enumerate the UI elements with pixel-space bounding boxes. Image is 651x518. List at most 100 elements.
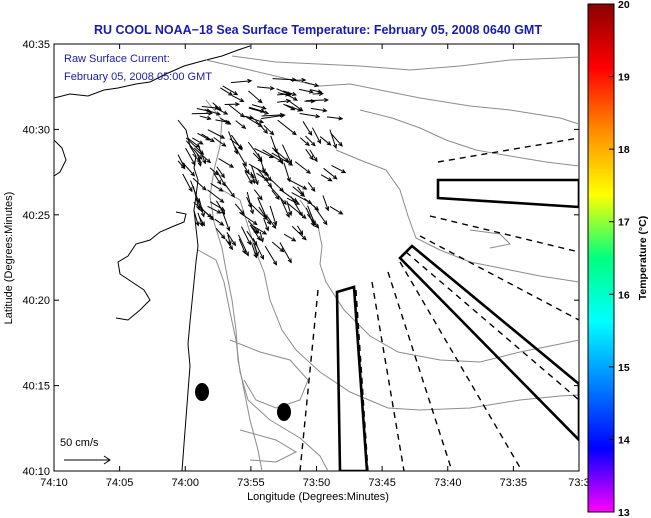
current-vector	[230, 134, 243, 151]
current-vector	[223, 183, 235, 198]
current-vector	[329, 129, 338, 150]
current-vector	[237, 234, 249, 257]
current-vector	[222, 85, 239, 96]
current-vector	[279, 242, 292, 264]
current-vector	[193, 210, 200, 227]
current-vector	[216, 166, 225, 179]
current-vector	[234, 146, 247, 167]
current-vector	[280, 198, 290, 219]
current-vector	[307, 182, 316, 192]
current-vector	[259, 231, 264, 243]
current-vector	[264, 246, 278, 266]
current-vector	[250, 226, 261, 241]
annotation-line2: February 05, 2008 05:00 GMT	[64, 71, 212, 83]
colorbar-label: Temperature (°C)	[637, 216, 649, 301]
y-tick-label: 40:25	[22, 210, 50, 222]
current-vector	[277, 119, 297, 136]
current-vector	[198, 198, 206, 218]
colorbar-tick-label: 19	[618, 72, 630, 84]
current-vector	[310, 107, 328, 113]
current-vector	[323, 167, 338, 180]
current-vector	[291, 225, 307, 241]
current-vector	[299, 113, 321, 119]
current-vector	[224, 102, 241, 107]
current-vector	[215, 200, 226, 216]
current-vector	[213, 173, 222, 185]
current-vector	[263, 219, 270, 232]
current-vector	[209, 167, 219, 176]
plot-area	[53, 43, 580, 472]
current-vector	[286, 200, 293, 217]
current-vector	[283, 233, 297, 242]
current-vector	[261, 167, 272, 182]
current-vector	[207, 189, 225, 203]
current-vector	[330, 132, 343, 147]
current-vector	[244, 169, 256, 179]
current-vector	[292, 186, 306, 197]
current-vector	[244, 115, 263, 128]
current-vector	[257, 168, 273, 188]
current-vector	[192, 177, 207, 191]
coastline	[54, 45, 251, 471]
current-vector	[286, 93, 298, 101]
current-vector	[270, 186, 287, 205]
current-vector	[291, 192, 313, 204]
station-dot	[277, 403, 291, 421]
radar-boxes	[335, 178, 579, 471]
x-tick-label: 73:35	[500, 477, 528, 489]
current-vector	[249, 224, 259, 235]
scale-arrow	[64, 455, 111, 465]
current-vector	[320, 174, 333, 182]
current-vector	[220, 208, 231, 232]
current-vector	[229, 104, 245, 118]
current-vector	[302, 121, 313, 136]
current-vector	[185, 140, 203, 160]
current-vector	[201, 133, 215, 143]
current-vector	[204, 109, 221, 116]
current-vector	[215, 227, 226, 240]
current-vector	[215, 119, 231, 124]
current-vector	[207, 205, 222, 214]
current-vector	[313, 205, 328, 226]
station-dot	[195, 383, 209, 401]
current-vector	[277, 98, 292, 104]
x-axis-label: Longitude (Degrees:Minutes)	[247, 491, 389, 503]
x-tick-label: 73:45	[368, 477, 396, 489]
current-vector	[261, 112, 285, 118]
current-vector	[269, 205, 278, 227]
current-vector	[290, 196, 303, 217]
current-vector	[283, 103, 296, 111]
current-vector	[306, 214, 320, 229]
current-vector	[296, 225, 304, 236]
y-axis-label: Latitude (Degrees:Minutes)	[3, 192, 15, 325]
current-vector	[232, 95, 245, 102]
current-vector	[235, 120, 247, 129]
colorbar-tick-label: 16	[618, 289, 630, 301]
current-vector	[305, 207, 315, 227]
current-vector	[196, 153, 202, 167]
current-vector	[281, 144, 292, 165]
current-vector	[212, 102, 222, 111]
current-vector	[331, 165, 347, 174]
current-vector	[244, 171, 253, 185]
current-vector	[182, 173, 193, 193]
current-vector	[299, 137, 310, 147]
current-vector	[207, 129, 226, 139]
current-vector	[251, 165, 259, 186]
current-vectors	[177, 77, 347, 266]
current-vector	[252, 152, 263, 163]
current-vector	[248, 107, 270, 115]
current-vector	[246, 196, 252, 209]
current-vector	[279, 188, 298, 203]
current-vector	[305, 148, 314, 161]
current-vector	[304, 81, 320, 88]
current-vector	[226, 232, 237, 247]
y-tick-label: 40:10	[22, 466, 50, 478]
current-vector	[227, 234, 232, 246]
y-tick-label: 40:15	[22, 381, 50, 393]
current-vector	[253, 244, 259, 257]
current-vector	[287, 178, 308, 190]
current-vector	[271, 190, 280, 201]
current-vector	[213, 137, 227, 147]
